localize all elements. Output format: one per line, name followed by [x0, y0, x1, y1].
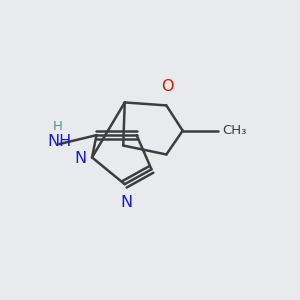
Text: N: N	[74, 152, 86, 166]
Text: H: H	[53, 120, 63, 133]
Text: N: N	[120, 196, 132, 211]
Text: O: O	[162, 79, 174, 94]
Text: CH₃: CH₃	[222, 124, 246, 137]
Text: NH: NH	[47, 134, 71, 148]
